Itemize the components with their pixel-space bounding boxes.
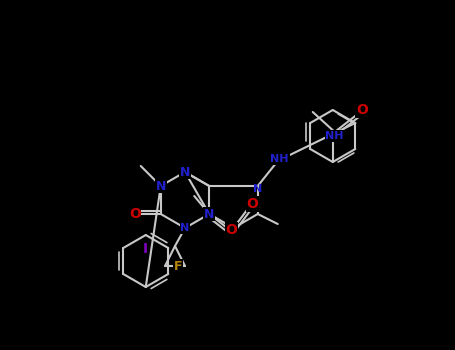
Text: N: N [253,184,263,194]
Text: O: O [225,223,237,237]
Text: NH: NH [325,131,344,141]
Text: N: N [180,166,190,178]
Text: N: N [156,180,166,193]
Text: O: O [356,103,368,117]
Text: N: N [204,208,214,220]
Text: I: I [143,242,148,256]
Text: N: N [180,223,190,233]
Text: O: O [129,207,141,221]
Text: F: F [174,259,182,273]
Text: NH: NH [270,154,289,164]
Text: O: O [247,197,258,211]
